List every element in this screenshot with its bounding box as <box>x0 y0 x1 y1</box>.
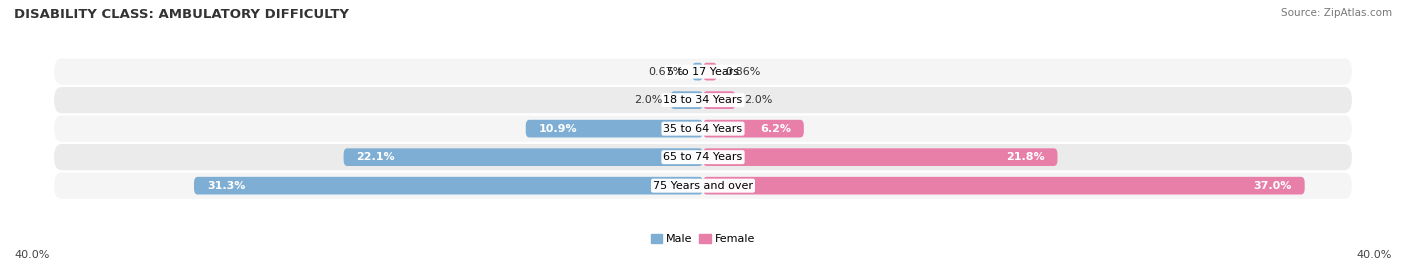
FancyBboxPatch shape <box>692 63 703 80</box>
Text: 0.67%: 0.67% <box>648 67 683 77</box>
FancyBboxPatch shape <box>55 173 1351 199</box>
Text: 75 Years and over: 75 Years and over <box>652 181 754 191</box>
FancyBboxPatch shape <box>343 148 703 166</box>
Text: 35 to 64 Years: 35 to 64 Years <box>664 124 742 134</box>
Text: 40.0%: 40.0% <box>14 250 49 260</box>
FancyBboxPatch shape <box>55 87 1351 113</box>
Text: 2.0%: 2.0% <box>744 95 772 105</box>
Text: 6.2%: 6.2% <box>759 124 790 134</box>
Text: 31.3%: 31.3% <box>207 181 246 191</box>
FancyBboxPatch shape <box>55 116 1351 142</box>
Text: 40.0%: 40.0% <box>1357 250 1392 260</box>
Text: Source: ZipAtlas.com: Source: ZipAtlas.com <box>1281 8 1392 18</box>
Text: DISABILITY CLASS: AMBULATORY DIFFICULTY: DISABILITY CLASS: AMBULATORY DIFFICULTY <box>14 8 349 21</box>
Text: 65 to 74 Years: 65 to 74 Years <box>664 152 742 162</box>
Text: 10.9%: 10.9% <box>538 124 578 134</box>
FancyBboxPatch shape <box>55 144 1351 170</box>
FancyBboxPatch shape <box>55 58 1351 85</box>
Legend: Male, Female: Male, Female <box>647 229 759 248</box>
FancyBboxPatch shape <box>703 177 1305 195</box>
Text: 21.8%: 21.8% <box>1005 152 1045 162</box>
Text: 2.0%: 2.0% <box>634 95 662 105</box>
Text: 5 to 17 Years: 5 to 17 Years <box>666 67 740 77</box>
Text: 22.1%: 22.1% <box>357 152 395 162</box>
FancyBboxPatch shape <box>703 91 735 109</box>
FancyBboxPatch shape <box>526 120 703 137</box>
FancyBboxPatch shape <box>703 148 1057 166</box>
FancyBboxPatch shape <box>703 120 804 137</box>
FancyBboxPatch shape <box>194 177 703 195</box>
Text: 37.0%: 37.0% <box>1253 181 1292 191</box>
Text: 0.86%: 0.86% <box>725 67 761 77</box>
FancyBboxPatch shape <box>703 63 717 80</box>
Text: 18 to 34 Years: 18 to 34 Years <box>664 95 742 105</box>
FancyBboxPatch shape <box>671 91 703 109</box>
